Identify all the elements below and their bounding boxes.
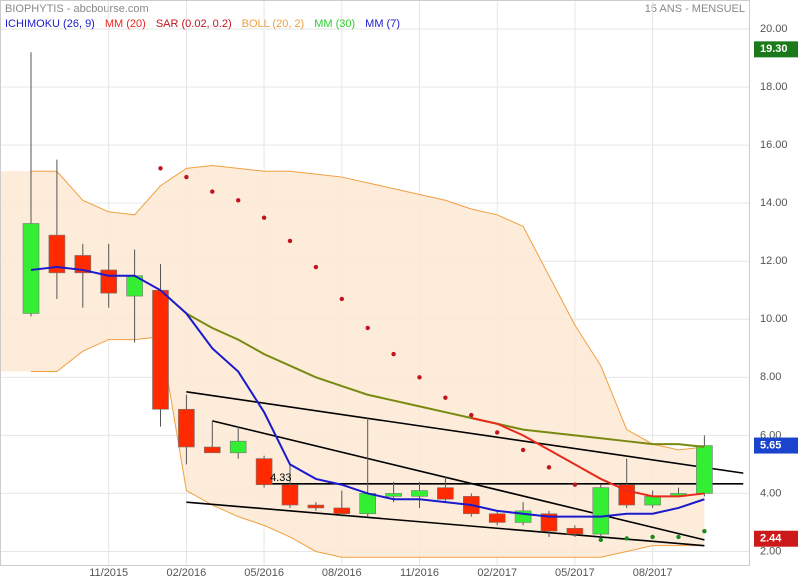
candle-body (437, 487, 454, 500)
x-tick-label: 05/2017 (555, 567, 595, 579)
x-tick-label: 08/2017 (633, 567, 673, 579)
y-tick-label: 20.00 (760, 23, 788, 35)
candle-body (696, 445, 713, 494)
plot-border (0, 0, 750, 566)
sar-dot (520, 447, 526, 453)
candle-body (281, 484, 299, 506)
trend-line (212, 420, 705, 541)
candle-body (514, 510, 532, 523)
sar-dot (469, 412, 474, 418)
series-line (30, 266, 705, 518)
sar-dot (391, 351, 396, 357)
legend-item: MM (20) (105, 18, 146, 30)
candle-body (229, 440, 247, 454)
sar-dot (287, 238, 293, 244)
candle-body (307, 504, 325, 509)
sar-dot (158, 166, 163, 171)
series-line (31, 164, 705, 451)
sar-dot (365, 325, 370, 331)
candle-body (255, 458, 273, 486)
sar-dot (417, 375, 422, 380)
x-tick-label: 11/2016 (400, 567, 439, 579)
sar-dot (495, 430, 500, 435)
price-marker-label: 19.30 (760, 43, 788, 55)
y-tick-label: 2.00 (760, 545, 781, 557)
sar-dot (261, 215, 267, 220)
x-tick-label: 02/2017 (477, 567, 517, 579)
price-marker-label: 2.44 (760, 533, 782, 545)
candle-body (385, 493, 402, 497)
sar-dot (598, 537, 603, 543)
candle-body (411, 490, 428, 497)
x-tick-label: 11/2015 (89, 567, 128, 579)
candle-body (204, 446, 221, 454)
price-marker (754, 530, 798, 547)
legend-item: MM (7) (365, 18, 400, 30)
candle-body (359, 493, 377, 515)
sar-dot (443, 395, 448, 400)
sar-dot (650, 534, 655, 540)
x-tick-label: 05/2016 (244, 567, 284, 579)
y-tick-label: 16.00 (760, 139, 788, 151)
y-tick-label: 18.00 (760, 81, 788, 93)
price-marker (754, 437, 798, 454)
y-tick-label: 8.00 (760, 371, 781, 383)
series-line (471, 416, 705, 498)
candle-body (592, 487, 610, 535)
sar-dot (339, 296, 344, 302)
x-tick-label: 02/2016 (167, 567, 207, 579)
candle-body (48, 234, 66, 274)
series-line (185, 312, 705, 448)
candle-body (152, 289, 169, 410)
candle-body (540, 513, 558, 532)
sar-dot (313, 264, 319, 270)
sar-dot (184, 174, 189, 180)
sar-dot (210, 189, 215, 194)
chart-subtitle: 15 ANS - MENSUEL (645, 3, 745, 15)
trend-line (186, 391, 744, 474)
series-line (31, 336, 705, 558)
sar-dot (236, 198, 241, 203)
y-tick-label: 4.00 (760, 487, 781, 499)
legend-item: BOLL (20, 2) (242, 18, 305, 30)
legend-item: ICHIMOKU (26, 9) (5, 18, 95, 30)
chart-title: BIOPHYTIS - abcbourse.com (5, 3, 149, 15)
sar-dot (546, 465, 552, 470)
legend-item: SAR (0.02, 0.2) (156, 18, 232, 30)
trend-line (186, 501, 705, 547)
plot (0, 0, 750, 566)
candle-body (488, 513, 506, 523)
sar-dot (572, 482, 578, 487)
x-tick-label: 08/2016 (322, 567, 362, 579)
annotation: 4.33 (270, 472, 291, 484)
y-tick-label: 12.00 (760, 255, 788, 267)
price-marker (754, 41, 798, 58)
band-fill (31, 165, 705, 558)
sar-dot (624, 536, 629, 541)
price-marker-label: 5.65 (760, 439, 781, 451)
candle-body (178, 408, 195, 448)
candle-body (566, 527, 584, 535)
legend-item: MM (30) (314, 18, 355, 30)
y-tick-label: 14.00 (760, 197, 788, 209)
candle-body (100, 269, 117, 294)
candle-body (333, 507, 351, 515)
candle-body (644, 496, 661, 506)
y-tick-label: 10.00 (760, 313, 788, 325)
sar-dot (676, 534, 681, 540)
sar-dot (702, 528, 707, 534)
